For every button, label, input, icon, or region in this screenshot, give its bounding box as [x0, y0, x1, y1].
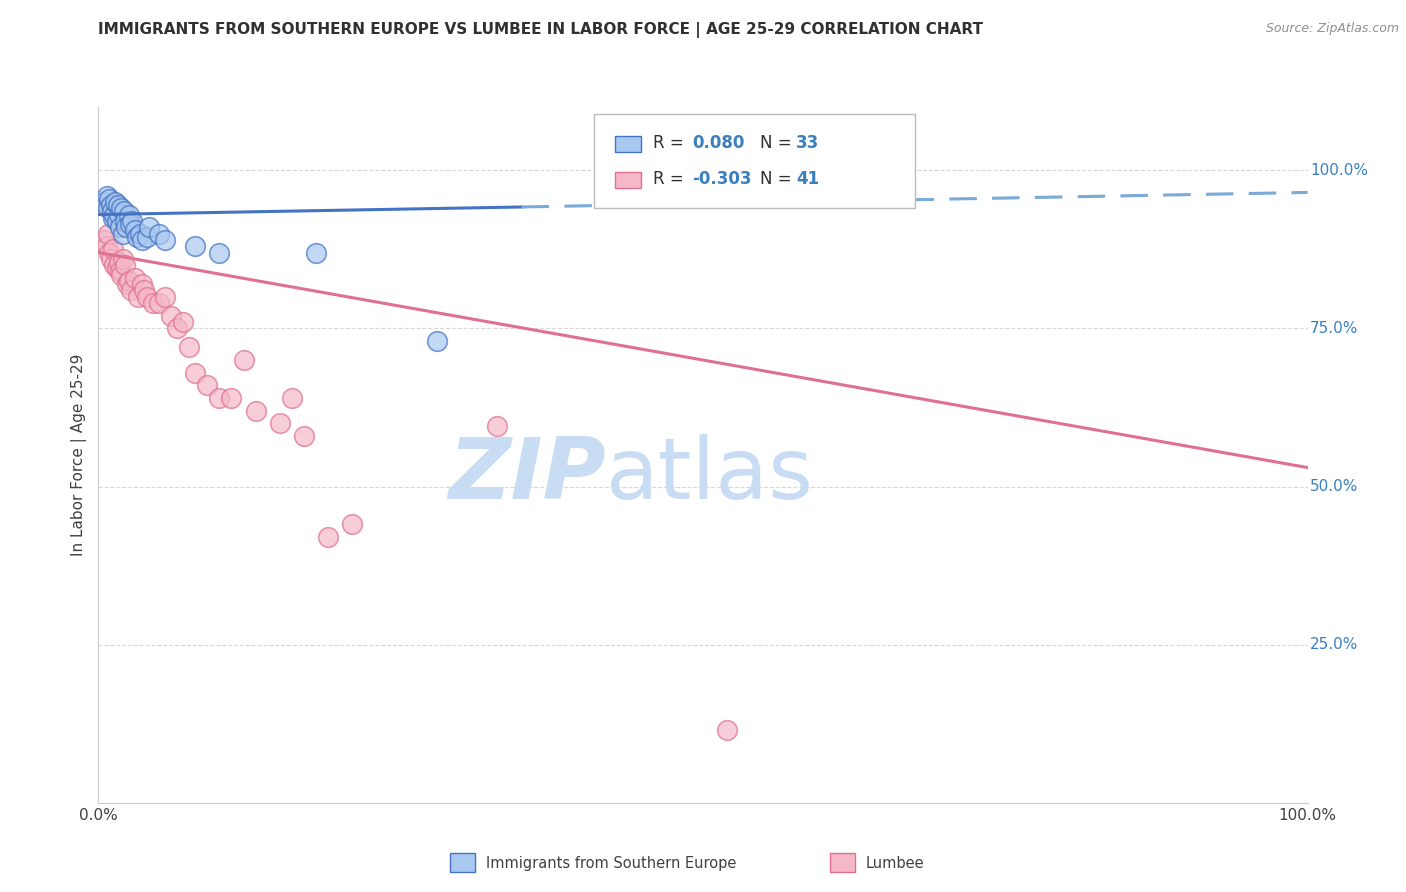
Text: Lumbee: Lumbee: [866, 856, 925, 871]
Point: [131, 277, 153, 292]
Point: [166, 321, 188, 335]
Point: [305, 245, 328, 260]
Point: [118, 217, 141, 231]
Point: [93, 233, 115, 247]
Point: [127, 290, 149, 304]
Point: [148, 227, 170, 241]
Text: R =: R =: [654, 134, 689, 153]
Point: [118, 274, 141, 288]
Text: N =: N =: [759, 170, 797, 188]
Point: [100, 198, 122, 212]
Point: [97, 201, 120, 215]
Point: [292, 429, 315, 443]
Point: [316, 530, 339, 544]
Point: [124, 270, 146, 285]
Point: [135, 229, 157, 244]
Text: ZIP: ZIP: [449, 434, 606, 517]
Point: [97, 227, 120, 241]
Y-axis label: In Labor Force | Age 25-29: In Labor Force | Age 25-29: [72, 354, 87, 556]
Point: [108, 264, 131, 278]
Point: [104, 194, 127, 209]
Point: [184, 239, 207, 253]
Point: [108, 255, 131, 269]
Point: [135, 290, 157, 304]
Point: [184, 366, 207, 380]
Point: [114, 214, 136, 228]
Point: [134, 284, 156, 298]
Point: [221, 391, 243, 405]
Point: [153, 233, 176, 247]
Point: [108, 208, 131, 222]
Point: [108, 220, 131, 235]
Text: 41: 41: [796, 170, 820, 188]
Point: [269, 417, 291, 431]
Text: R =: R =: [654, 170, 689, 188]
Text: N =: N =: [759, 134, 797, 153]
Point: [100, 252, 122, 266]
Point: [98, 245, 121, 260]
Point: [124, 223, 146, 237]
Point: [208, 391, 231, 405]
Point: [103, 258, 125, 272]
FancyBboxPatch shape: [614, 172, 641, 187]
Point: [120, 284, 142, 298]
Point: [107, 198, 129, 212]
Point: [105, 261, 128, 276]
Point: [111, 227, 134, 241]
Point: [96, 239, 118, 253]
Text: -0.303: -0.303: [692, 170, 752, 188]
Point: [101, 211, 124, 225]
Text: 75.0%: 75.0%: [1310, 321, 1358, 336]
Point: [208, 245, 231, 260]
Point: [245, 403, 267, 417]
Point: [195, 378, 218, 392]
Text: atlas: atlas: [606, 434, 814, 517]
Point: [93, 194, 115, 209]
Text: 0.080: 0.080: [692, 134, 745, 153]
Point: [716, 723, 738, 737]
Point: [112, 204, 135, 219]
Point: [177, 340, 201, 354]
Point: [103, 208, 125, 222]
FancyBboxPatch shape: [595, 114, 915, 208]
Text: 33: 33: [796, 134, 820, 153]
Point: [232, 353, 254, 368]
Point: [342, 517, 364, 532]
Point: [138, 220, 160, 235]
Text: IMMIGRANTS FROM SOUTHERN EUROPE VS LUMBEE IN LABOR FORCE | AGE 25-29 CORRELATION: IMMIGRANTS FROM SOUTHERN EUROPE VS LUMBE…: [98, 22, 983, 38]
Point: [110, 268, 132, 282]
Point: [96, 188, 118, 202]
Point: [142, 296, 165, 310]
Text: 50.0%: 50.0%: [1310, 479, 1358, 494]
Point: [426, 334, 449, 348]
Point: [105, 214, 128, 228]
Point: [172, 315, 194, 329]
Point: [131, 233, 153, 247]
Text: Immigrants from Southern Europe: Immigrants from Southern Europe: [486, 856, 737, 871]
Point: [148, 296, 170, 310]
Point: [111, 252, 134, 266]
Point: [114, 258, 136, 272]
Point: [110, 201, 132, 215]
Point: [128, 227, 150, 241]
Point: [281, 391, 304, 405]
Point: [100, 204, 122, 219]
Point: [121, 214, 143, 228]
Point: [486, 419, 509, 434]
Point: [98, 192, 121, 206]
Text: 100.0%: 100.0%: [1310, 163, 1368, 178]
Point: [160, 309, 183, 323]
Point: [117, 277, 139, 292]
Point: [153, 290, 176, 304]
Point: [118, 208, 141, 222]
Text: Source: ZipAtlas.com: Source: ZipAtlas.com: [1265, 22, 1399, 36]
Point: [101, 243, 124, 257]
Point: [127, 229, 149, 244]
Text: 25.0%: 25.0%: [1310, 637, 1358, 652]
Point: [115, 220, 138, 235]
FancyBboxPatch shape: [614, 136, 641, 152]
